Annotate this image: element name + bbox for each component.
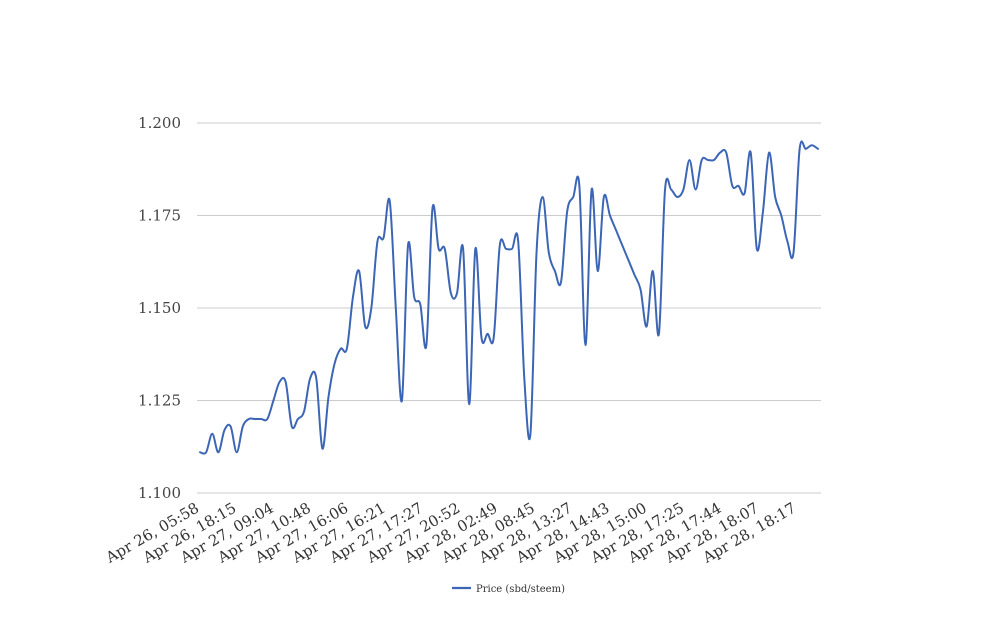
series-line-price <box>199 140 819 455</box>
y-tick-label: 1.150 <box>138 299 181 317</box>
y-tick-label: 1.100 <box>138 484 181 502</box>
y-axis-ticks: 1.100 1.125 1.150 1.175 1.200 <box>138 114 181 502</box>
gridlines <box>197 122 821 494</box>
series-layer <box>199 140 819 455</box>
y-tick-label: 1.175 <box>138 207 181 225</box>
y-tick-label: 1.200 <box>138 114 181 132</box>
y-tick-label: 1.125 <box>138 392 181 410</box>
legend-label-price: Price (sbd/steem) <box>476 584 565 595</box>
legend: Price (sbd/steem) <box>452 584 565 595</box>
